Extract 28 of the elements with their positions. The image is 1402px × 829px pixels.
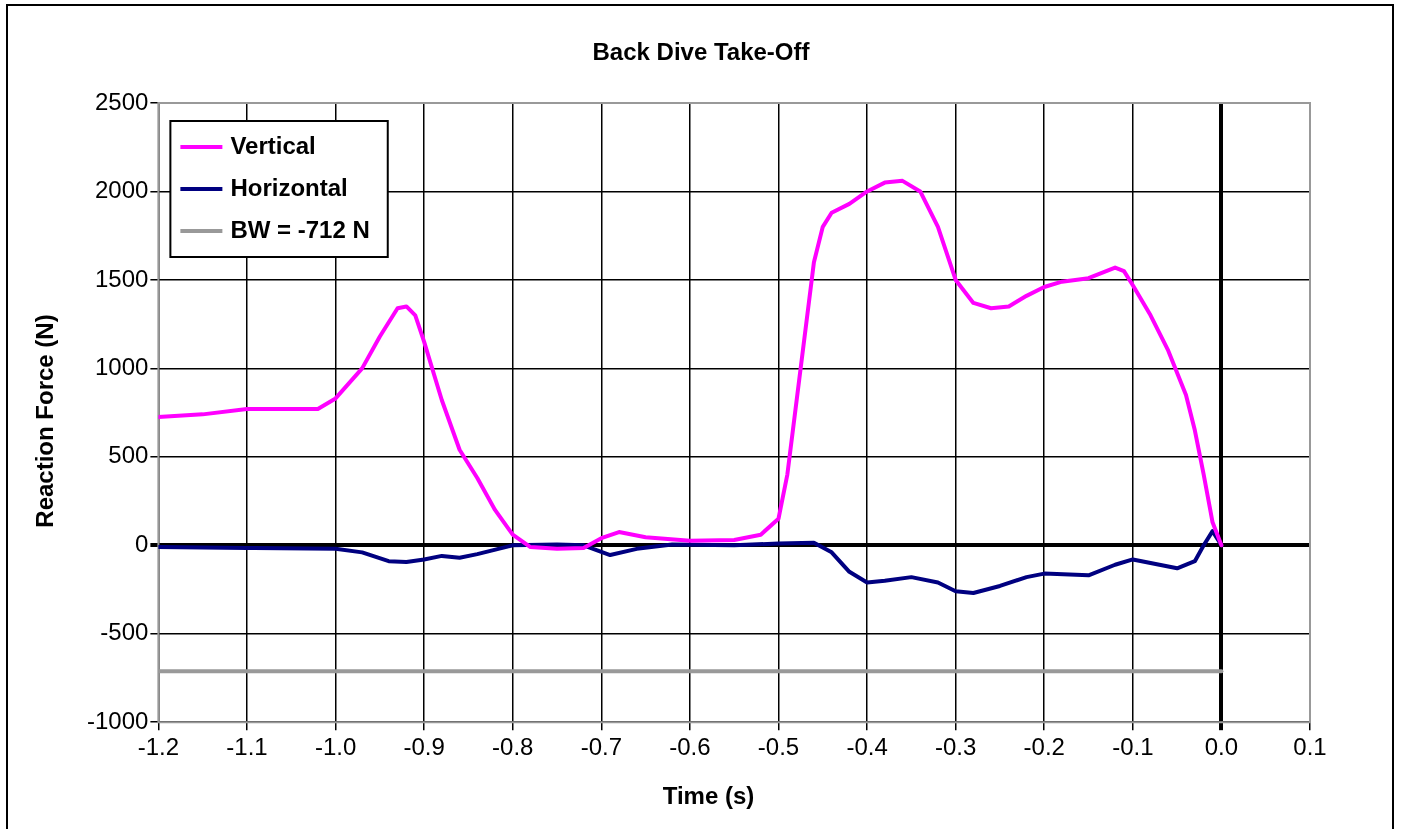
legend-label: Horizontal: [230, 173, 348, 201]
y-tick-label: 1000: [94, 353, 149, 380]
y-axis-title: Reaction Force (N): [31, 314, 59, 528]
chart-title: Back Dive Take-Off: [591, 38, 811, 66]
x-tick-label: -0.7: [580, 733, 622, 761]
x-tick-label: -1.0: [314, 733, 357, 761]
x-tick-label: -1.2: [137, 733, 180, 761]
x-tick-label: -0.5: [757, 733, 800, 761]
legend-label: BW = -712 N: [230, 215, 370, 243]
x-tick-label: -0.3: [934, 733, 977, 761]
legend-label: Vertical: [230, 131, 316, 159]
x-tick-label: -0.8: [492, 733, 534, 761]
x-tick-label: -0.9: [403, 733, 445, 761]
y-tick-label: 2000: [94, 176, 149, 204]
x-tick-label: 0.1: [1293, 733, 1327, 761]
x-tick-label: -0.1: [1112, 733, 1154, 761]
x-tick-label: -0.6: [669, 733, 711, 761]
y-tick-label: -500: [100, 618, 149, 646]
x-tick-label: -0.2: [1023, 733, 1065, 761]
x-tick-label: 0.0: [1204, 733, 1239, 761]
y-tick-label: 2500: [94, 87, 149, 115]
y-tick-label: 1500: [94, 264, 149, 292]
y-tick-label: 500: [108, 441, 149, 469]
x-axis-title: Time (s): [661, 782, 756, 810]
x-tick-label: -1.1: [226, 733, 268, 761]
x-tick-label: -0.4: [846, 733, 888, 761]
y-tick-label: -1000: [86, 706, 149, 734]
y-tick-label: 0: [135, 529, 149, 557]
